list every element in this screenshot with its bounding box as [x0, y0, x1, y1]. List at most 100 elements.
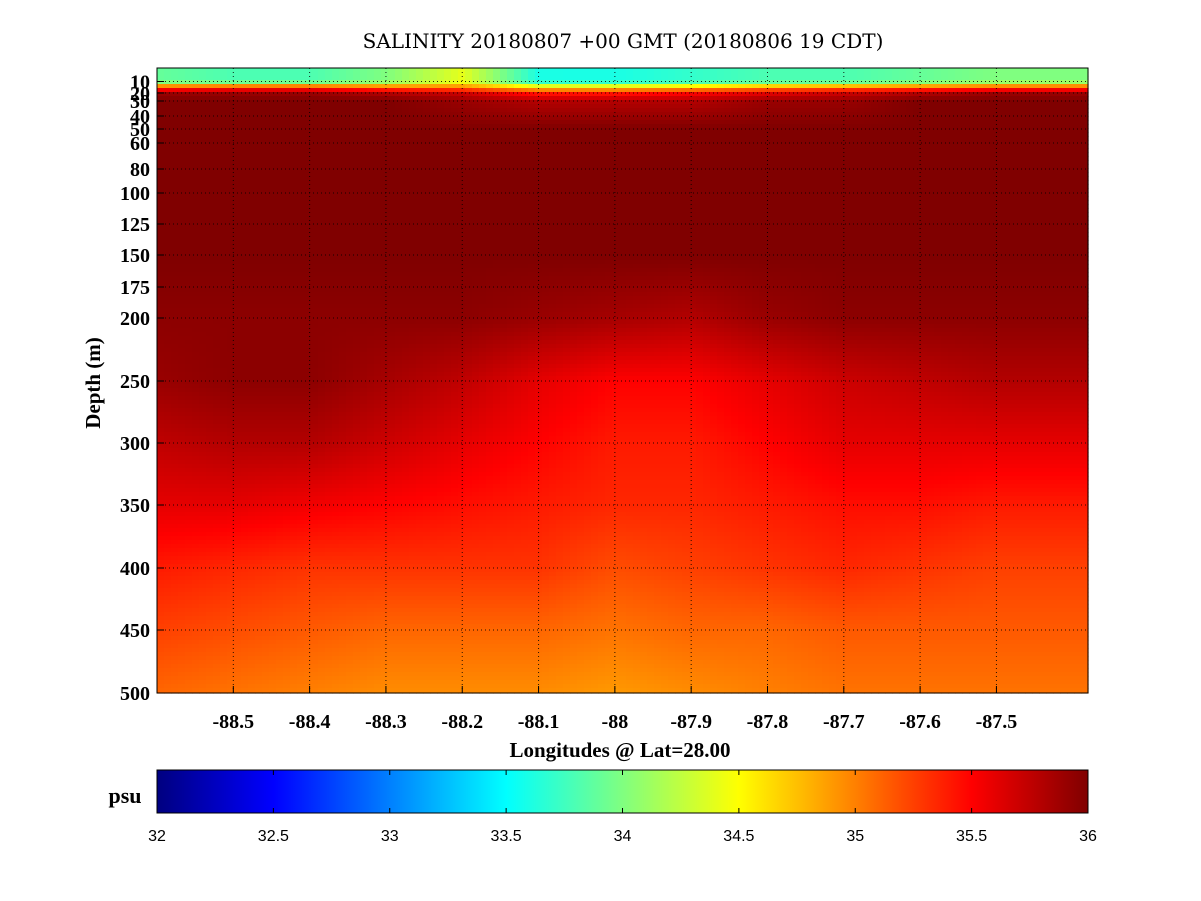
heat-cell — [318, 168, 326, 173]
heat-cell — [199, 116, 207, 121]
heat-cell — [227, 168, 235, 173]
heat-cell — [934, 100, 942, 105]
heat-cell — [871, 200, 879, 205]
heat-cell — [514, 116, 522, 121]
heat-cell — [787, 208, 795, 213]
heat-cell — [850, 140, 858, 145]
heat-cell — [703, 212, 711, 217]
heat-cell — [668, 96, 676, 101]
heat-cell — [745, 124, 753, 129]
heat-cell — [892, 180, 900, 185]
heat-cell — [409, 116, 417, 121]
heat-cell — [633, 104, 641, 109]
heat-cell — [269, 92, 277, 97]
heat-cell — [283, 100, 291, 105]
heat-cell — [178, 124, 186, 129]
heat-cell — [626, 136, 634, 141]
heat-cell — [710, 164, 718, 169]
heat-cell — [696, 140, 704, 145]
heat-cell — [1074, 132, 1082, 137]
heat-cell — [1067, 112, 1075, 117]
heat-cell — [983, 172, 991, 177]
heat-cell — [752, 96, 760, 101]
heat-cell — [815, 152, 823, 157]
heat-cell — [283, 88, 291, 93]
heat-cell — [507, 140, 515, 145]
heat-cell — [661, 96, 669, 101]
heat-cell — [528, 104, 536, 109]
heat-cell — [199, 148, 207, 153]
heat-cell — [696, 68, 704, 73]
heat-cell — [1004, 96, 1012, 101]
heat-cell — [773, 68, 781, 73]
heat-cell — [178, 136, 186, 141]
heat-cell — [682, 180, 690, 185]
heat-cell — [962, 116, 970, 121]
heat-cell — [633, 128, 641, 133]
heat-cell — [185, 128, 193, 133]
heat-cell — [808, 112, 816, 117]
heat-cell — [192, 148, 200, 153]
heat-cell — [416, 200, 424, 205]
heat-cell — [710, 76, 718, 81]
heat-cell — [549, 196, 557, 201]
heat-cell — [878, 200, 886, 205]
heat-cell — [983, 100, 991, 105]
heat-cell — [920, 212, 928, 217]
heat-cell — [969, 172, 977, 177]
heat-cell — [227, 152, 235, 157]
heat-cell — [864, 84, 872, 89]
heat-cell — [759, 80, 767, 85]
heat-cell — [521, 140, 529, 145]
heat-cell — [752, 212, 760, 217]
heat-cell — [304, 212, 312, 217]
heat-cell — [346, 136, 354, 141]
heat-cell — [507, 136, 515, 141]
heat-cell — [234, 112, 242, 117]
heat-cell — [451, 152, 459, 157]
heat-cell — [437, 184, 445, 189]
heat-cell — [962, 160, 970, 165]
heat-cell — [437, 192, 445, 197]
heat-cell — [1011, 80, 1019, 85]
heat-cell — [311, 108, 319, 113]
heat-cell — [395, 196, 403, 201]
heat-cell — [1060, 128, 1068, 133]
heat-cell — [794, 188, 802, 193]
heat-cell — [220, 148, 228, 153]
heat-cell — [1039, 212, 1047, 217]
heat-cell — [752, 144, 760, 149]
heat-cell — [675, 100, 683, 105]
heat-cell — [892, 204, 900, 209]
heat-cell — [801, 180, 809, 185]
heat-cell — [178, 196, 186, 201]
heat-cell — [479, 112, 487, 117]
heat-cell — [682, 172, 690, 177]
heat-cell — [206, 168, 214, 173]
heat-cell — [444, 136, 452, 141]
heat-cell — [521, 216, 529, 221]
heat-cell — [906, 136, 914, 141]
heat-cell — [332, 108, 340, 113]
heat-cell — [416, 148, 424, 153]
heat-cell — [794, 80, 802, 85]
heat-cell — [227, 172, 235, 177]
heat-cell — [402, 156, 410, 161]
heat-cell — [661, 144, 669, 149]
heat-cell — [472, 140, 480, 145]
heat-cell — [164, 200, 172, 205]
heat-cell — [346, 192, 354, 197]
heat-cell — [633, 196, 641, 201]
heat-cell — [661, 116, 669, 121]
heat-cell — [717, 120, 725, 125]
heat-cell — [941, 172, 949, 177]
heat-cell — [388, 72, 396, 77]
heat-cell — [416, 168, 424, 173]
heat-cell — [780, 104, 788, 109]
heat-cell — [913, 192, 921, 197]
heat-cell — [290, 196, 298, 201]
heat-cell — [815, 92, 823, 97]
heat-cell — [486, 120, 494, 125]
heat-cell — [934, 176, 942, 181]
heat-cell — [458, 100, 466, 105]
